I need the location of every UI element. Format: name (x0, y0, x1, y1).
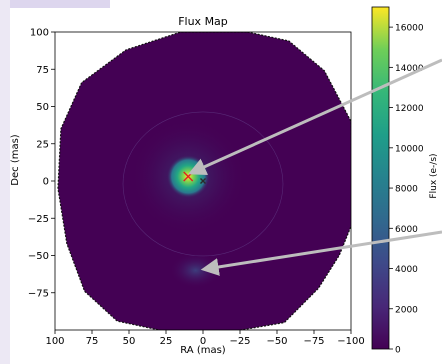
x-tick-label: −25 (229, 336, 250, 347)
x-tick-label: 50 (123, 336, 136, 347)
colorbar-gradient (371, 6, 390, 350)
colorbar-label: Flux (e-/s) (429, 153, 439, 198)
x-tick-label: 0 (200, 336, 206, 347)
colorbar-tick-label: 6000 (395, 225, 418, 235)
y-tick-label: 25 (36, 139, 49, 150)
x-axis: 100 75 50 25 0 −25 −50 −75 −100 (45, 330, 365, 347)
y-tick-label: 50 (36, 102, 49, 113)
footprint-group (57, 32, 351, 330)
annotation-arrow-2 (200, 230, 442, 276)
colorbar-tick-label: 12000 (395, 104, 424, 114)
x-axis-label: RA (mas) (180, 345, 226, 356)
plot-area (54, 31, 352, 331)
faint-feature (169, 252, 222, 289)
colorbar-tick-label: 10000 (395, 144, 424, 154)
y-tick-label: −50 (28, 251, 49, 262)
x-tick-label: 75 (86, 336, 99, 347)
y-tick-label: −25 (28, 214, 49, 225)
y-axis: 100 75 50 25 0 −25 −50 −75 (28, 28, 55, 299)
dark-x-marker (200, 178, 206, 184)
x-tick-label: −50 (266, 336, 287, 347)
colorbar-tick-label: 8000 (395, 185, 418, 195)
y-tick-label: 0 (43, 177, 49, 188)
annotation-arrows (187, 58, 442, 276)
colorbar: 0 2000 4000 6000 8000 10000 12000 14000 16000 (371, 6, 424, 356)
background-strip-top (0, 0, 110, 8)
colorbar-tick-label: 14000 (395, 64, 424, 74)
y-tick-label: −75 (28, 288, 49, 299)
y-tick-label: 75 (36, 65, 49, 76)
x-tick-label: −75 (303, 336, 324, 347)
x-tick-label: −100 (337, 336, 364, 347)
chart-title: Flux Map (178, 15, 228, 28)
annotation-arrow-1 (187, 58, 442, 176)
y-tick-label: 100 (30, 28, 49, 39)
colorbar-tick-label: 4000 (395, 265, 418, 275)
background-strip-left (0, 0, 10, 364)
colorbar-tick-label: 16000 (395, 24, 424, 34)
y-axis-label: Dec (mas) (10, 134, 21, 186)
colorbar-tick-label: 0 (395, 346, 401, 356)
colorbar-tick-label: 2000 (395, 305, 418, 315)
x-tick-label: 100 (45, 336, 64, 347)
x-tick-label: 25 (160, 336, 173, 347)
